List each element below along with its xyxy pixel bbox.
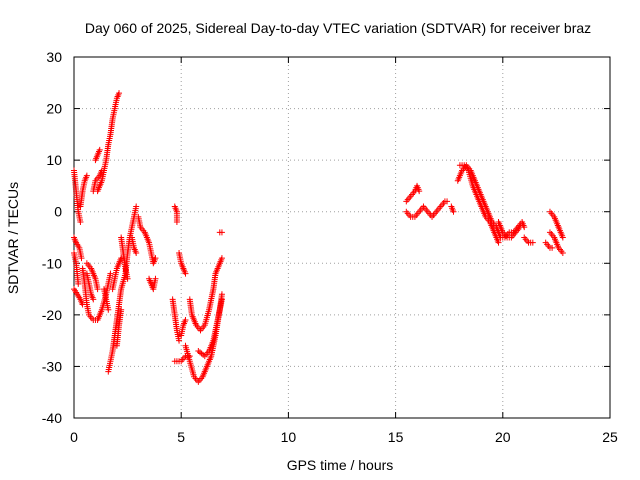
data-point — [173, 219, 180, 226]
data-point — [133, 249, 140, 256]
data-point — [444, 198, 451, 205]
data-point — [118, 306, 125, 313]
chart-title: Day 060 of 2025, Sidereal Day-to-day VTE… — [85, 20, 591, 36]
grid — [74, 57, 610, 418]
data-point — [218, 296, 225, 303]
data-points — [71, 90, 566, 385]
data-point — [75, 280, 82, 287]
y-tick-label: 10 — [46, 152, 62, 168]
data-point — [107, 270, 114, 277]
data-point — [105, 306, 112, 313]
y-tick-label: 0 — [54, 204, 62, 220]
y-tick-label: 30 — [46, 49, 62, 65]
data-point — [78, 255, 85, 262]
data-point — [124, 275, 131, 282]
y-tick-label: -30 — [42, 358, 62, 374]
data-point — [133, 203, 140, 210]
x-tick-label: 5 — [177, 429, 185, 445]
y-tick-label: -40 — [42, 410, 62, 426]
y-tick-label: -10 — [42, 255, 62, 271]
data-point — [495, 239, 502, 246]
x-axis-label: GPS time / hours — [287, 457, 394, 473]
y-tick-label: 20 — [46, 101, 62, 117]
data-point — [529, 239, 536, 246]
data-point — [77, 219, 84, 226]
data-point — [90, 296, 97, 303]
data-point — [116, 90, 123, 97]
data-point — [83, 172, 90, 179]
y-tick-label: -20 — [42, 307, 62, 323]
axis-ticks: 0 5 10 15 20 25 -40 -30 -20 -10 0 10 20 30 — [42, 49, 618, 445]
data-point — [218, 291, 225, 298]
x-tick-label: 25 — [602, 429, 618, 445]
data-point — [182, 270, 189, 277]
data-point — [96, 146, 103, 153]
x-tick-label: 20 — [495, 429, 511, 445]
data-point — [176, 337, 183, 344]
data-point — [94, 286, 101, 293]
x-tick-label: 10 — [281, 429, 297, 445]
data-point — [218, 229, 225, 236]
x-tick-label: 15 — [388, 429, 404, 445]
data-point — [118, 255, 125, 262]
data-point — [450, 208, 457, 215]
data-point — [152, 275, 159, 282]
data-point — [549, 244, 556, 251]
data-point — [152, 255, 159, 262]
data-point — [416, 188, 423, 195]
data-point — [559, 234, 566, 241]
data-point — [182, 317, 189, 324]
data-point — [218, 255, 225, 262]
x-tick-label: 0 — [70, 429, 78, 445]
data-point — [559, 249, 566, 256]
data-point — [516, 224, 523, 231]
y-axis-label: SDTVAR / TECUs — [5, 182, 21, 294]
